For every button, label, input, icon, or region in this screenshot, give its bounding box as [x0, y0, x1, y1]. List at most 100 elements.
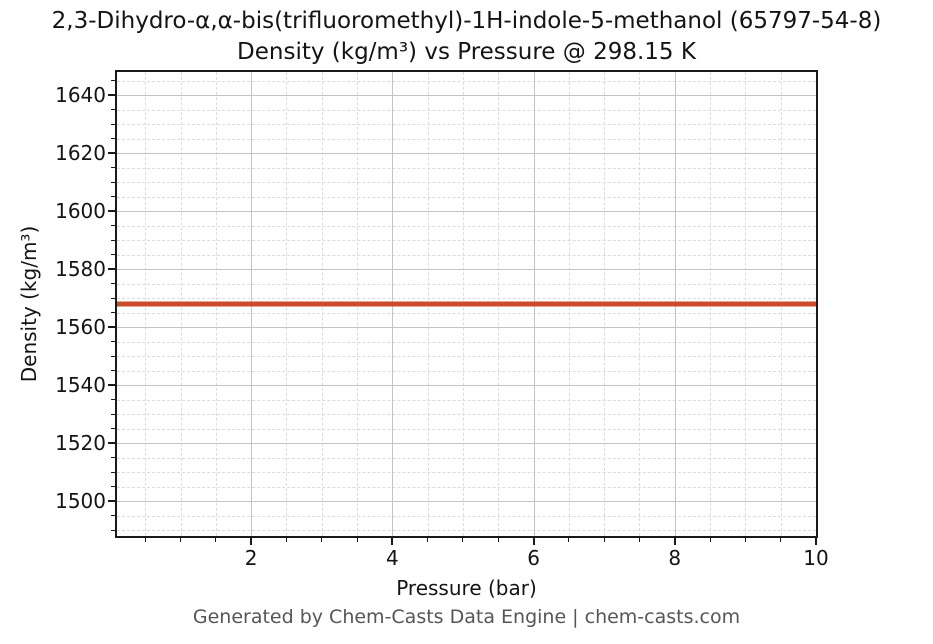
y-major-gridline	[117, 211, 816, 213]
y-minor-gridline	[117, 341, 816, 343]
y-minor-gridline	[117, 80, 816, 82]
y-tick-label: 1640	[55, 83, 106, 108]
chart-title-line2: Density (kg/m³) vs Pressure @ 298.15 K	[237, 39, 696, 65]
y-minor-tick	[111, 181, 115, 183]
y-minor-tick	[111, 225, 115, 227]
y-minor-gridline	[117, 486, 816, 488]
x-minor-tick	[603, 538, 605, 542]
y-minor-gridline	[117, 109, 816, 111]
y-minor-tick	[111, 196, 115, 198]
y-minor-tick	[111, 297, 115, 299]
y-minor-tick	[111, 341, 115, 343]
y-tick-label: 1540	[55, 373, 106, 398]
y-axis-label: Density (kg/m³)	[17, 225, 41, 383]
x-minor-tick	[462, 538, 464, 542]
y-minor-tick	[111, 123, 115, 125]
y-tick-label: 1620	[55, 141, 106, 166]
y-major-gridline	[117, 501, 816, 503]
x-minor-tick	[427, 538, 429, 542]
y-minor-tick	[111, 109, 115, 111]
x-minor-tick	[780, 538, 782, 542]
x-major-tick	[532, 538, 535, 545]
y-minor-gridline	[117, 225, 816, 227]
x-minor-tick	[709, 538, 711, 542]
y-minor-gridline	[117, 428, 816, 430]
y-minor-tick	[111, 312, 115, 314]
y-major-tick	[108, 210, 115, 213]
x-minor-tick	[180, 538, 182, 542]
x-major-tick	[391, 538, 394, 545]
y-minor-gridline	[117, 457, 816, 459]
y-minor-gridline	[117, 530, 816, 532]
y-minor-gridline	[117, 298, 816, 300]
y-minor-gridline	[117, 196, 816, 198]
y-major-tick	[108, 500, 115, 503]
x-minor-tick	[568, 538, 570, 542]
x-minor-tick	[144, 538, 146, 542]
y-minor-tick	[111, 428, 115, 430]
y-tick-label: 1600	[55, 199, 106, 224]
y-minor-tick	[111, 471, 115, 473]
y-minor-gridline	[117, 138, 816, 140]
y-minor-tick	[111, 239, 115, 241]
y-minor-gridline	[117, 167, 816, 169]
y-major-gridline	[117, 269, 816, 271]
y-minor-gridline	[117, 414, 816, 416]
x-minor-tick	[321, 538, 323, 542]
x-major-tick	[815, 538, 817, 545]
y-minor-tick	[111, 283, 115, 285]
x-minor-tick	[356, 538, 358, 542]
y-major-tick	[108, 326, 115, 329]
chart-title: 2,3-Dihydro-α,α-bis(trifluoromethyl)-1H-…	[0, 6, 933, 68]
x-tick-label: 2	[244, 546, 258, 570]
y-major-gridline	[117, 385, 816, 387]
x-minor-tick	[638, 538, 640, 542]
y-minor-tick	[111, 355, 115, 357]
y-major-tick	[108, 94, 115, 97]
y-minor-gridline	[117, 124, 816, 126]
y-minor-tick	[111, 529, 115, 531]
y-tick-label: 1520	[55, 431, 106, 456]
y-tick-label: 1580	[55, 257, 106, 282]
y-major-tick	[108, 384, 115, 387]
x-minor-tick	[285, 538, 287, 542]
y-minor-gridline	[117, 182, 816, 184]
chart-title-line1: 2,3-Dihydro-α,α-bis(trifluoromethyl)-1H-…	[51, 8, 882, 34]
y-minor-gridline	[117, 472, 816, 474]
x-tick-label: 10	[803, 546, 829, 570]
y-minor-gridline	[117, 283, 816, 285]
y-minor-tick	[111, 486, 115, 488]
y-tick-label: 1500	[55, 489, 106, 514]
x-major-tick	[673, 538, 676, 545]
y-major-gridline	[117, 443, 816, 445]
y-minor-tick	[111, 413, 115, 415]
y-minor-tick	[111, 399, 115, 401]
footer-credit: Generated by Chem-Casts Data Engine | ch…	[192, 606, 741, 628]
y-major-gridline	[117, 327, 816, 329]
y-minor-tick	[111, 167, 115, 169]
y-minor-gridline	[117, 254, 816, 256]
y-minor-gridline	[117, 370, 816, 372]
y-major-tick	[108, 268, 115, 271]
y-minor-tick	[111, 370, 115, 372]
y-major-tick	[108, 442, 115, 445]
plot-area	[115, 70, 818, 538]
y-minor-gridline	[117, 356, 816, 358]
y-minor-tick	[111, 457, 115, 459]
x-tick-label: 8	[668, 546, 682, 570]
x-tick-label: 6	[527, 546, 540, 570]
x-tick-label: 4	[385, 546, 399, 570]
x-minor-tick	[744, 538, 746, 542]
x-major-tick	[250, 538, 253, 545]
y-minor-gridline	[117, 312, 816, 314]
x-minor-tick	[215, 538, 217, 542]
x-axis-label: Pressure (bar)	[396, 576, 537, 600]
y-major-tick	[108, 152, 115, 155]
y-minor-gridline	[117, 515, 816, 517]
y-minor-gridline	[117, 399, 816, 401]
y-minor-gridline	[117, 240, 816, 242]
series-line-density	[117, 301, 816, 307]
y-major-gridline	[117, 95, 816, 97]
x-minor-tick	[497, 538, 499, 542]
